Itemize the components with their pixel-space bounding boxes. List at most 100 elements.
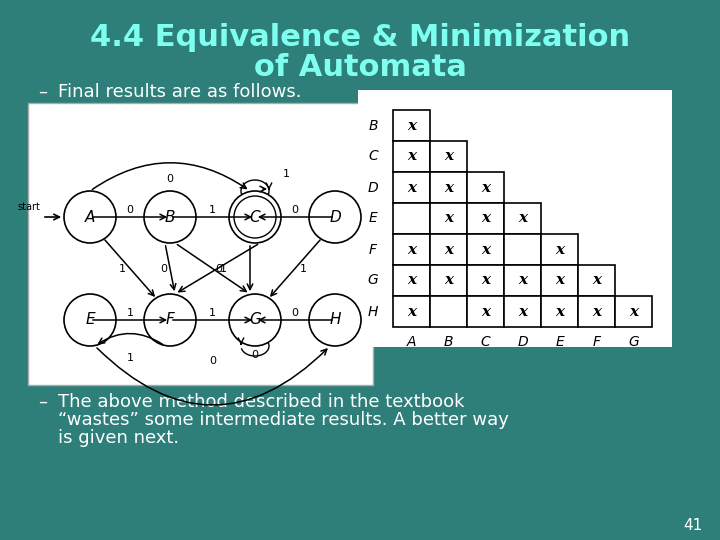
Bar xyxy=(467,296,504,327)
Text: x: x xyxy=(407,273,416,287)
Circle shape xyxy=(229,191,281,243)
Text: C: C xyxy=(250,210,261,225)
Text: 0: 0 xyxy=(292,308,299,318)
Text: –: – xyxy=(38,393,47,411)
Bar xyxy=(28,103,373,385)
Text: x: x xyxy=(555,242,564,256)
Text: B: B xyxy=(368,118,378,132)
Bar xyxy=(393,296,430,327)
Text: D: D xyxy=(368,180,378,194)
Text: 4.4 Equivalence & Minimization: 4.4 Equivalence & Minimization xyxy=(90,24,630,52)
Text: x: x xyxy=(555,305,564,319)
Text: 1: 1 xyxy=(209,308,216,318)
Text: x: x xyxy=(407,150,416,164)
Text: 0: 0 xyxy=(166,174,174,184)
Text: G: G xyxy=(368,273,379,287)
Text: E: E xyxy=(369,212,377,226)
Bar xyxy=(393,265,430,296)
Text: x: x xyxy=(444,150,453,164)
Text: x: x xyxy=(481,180,490,194)
Circle shape xyxy=(309,191,361,243)
Text: of Automata: of Automata xyxy=(253,53,467,83)
Text: D: D xyxy=(517,335,528,349)
Circle shape xyxy=(64,191,116,243)
Bar xyxy=(467,172,504,203)
Text: F: F xyxy=(369,242,377,256)
Bar xyxy=(541,296,578,327)
Text: is given next.: is given next. xyxy=(58,429,179,447)
Text: x: x xyxy=(481,242,490,256)
Bar xyxy=(578,296,615,327)
Text: 0: 0 xyxy=(161,264,168,273)
Text: E: E xyxy=(555,335,564,349)
Text: 0: 0 xyxy=(127,205,133,215)
Text: 0: 0 xyxy=(251,350,258,360)
Circle shape xyxy=(144,294,196,346)
Text: x: x xyxy=(407,242,416,256)
Text: The above method described in the textbook: The above method described in the textbo… xyxy=(58,393,464,411)
Bar xyxy=(504,296,541,327)
Text: 1: 1 xyxy=(209,205,216,215)
Text: x: x xyxy=(481,273,490,287)
Text: C: C xyxy=(481,335,490,349)
Text: x: x xyxy=(407,305,416,319)
Text: 1: 1 xyxy=(127,308,133,318)
Bar xyxy=(393,141,430,172)
Bar xyxy=(467,203,504,234)
Bar xyxy=(467,265,504,296)
Bar xyxy=(430,172,467,203)
Text: 41: 41 xyxy=(684,518,703,534)
Text: 1: 1 xyxy=(119,264,125,273)
Bar xyxy=(541,265,578,296)
Text: x: x xyxy=(407,118,416,132)
Text: x: x xyxy=(555,273,564,287)
Text: x: x xyxy=(444,242,453,256)
Text: x: x xyxy=(407,180,416,194)
Bar xyxy=(615,296,652,327)
Text: x: x xyxy=(518,305,527,319)
Text: 0: 0 xyxy=(209,356,216,366)
Text: x: x xyxy=(444,273,453,287)
Bar xyxy=(578,265,615,296)
Text: D: D xyxy=(329,210,341,225)
Text: x: x xyxy=(481,212,490,226)
Text: H: H xyxy=(368,305,378,319)
Bar xyxy=(504,234,541,265)
Text: 1: 1 xyxy=(127,353,133,363)
Bar xyxy=(430,296,467,327)
Text: 0: 0 xyxy=(292,205,299,215)
Text: A: A xyxy=(85,210,95,225)
Text: x: x xyxy=(444,212,453,226)
Bar xyxy=(358,90,672,347)
Bar xyxy=(393,172,430,203)
Circle shape xyxy=(144,191,196,243)
Bar xyxy=(393,203,430,234)
Text: F: F xyxy=(166,313,174,327)
Text: x: x xyxy=(518,212,527,226)
Text: x: x xyxy=(481,305,490,319)
Text: B: B xyxy=(165,210,175,225)
Text: x: x xyxy=(592,273,601,287)
Text: G: G xyxy=(628,335,639,349)
Circle shape xyxy=(64,294,116,346)
Text: start: start xyxy=(17,202,40,212)
Bar xyxy=(393,234,430,265)
Text: x: x xyxy=(629,305,638,319)
Circle shape xyxy=(229,294,281,346)
Text: 1: 1 xyxy=(220,264,227,273)
Text: x: x xyxy=(592,305,601,319)
Bar xyxy=(467,234,504,265)
Text: F: F xyxy=(593,335,600,349)
Text: E: E xyxy=(85,313,95,327)
Bar xyxy=(430,203,467,234)
Text: x: x xyxy=(518,273,527,287)
Text: H: H xyxy=(329,313,341,327)
Text: Final results are as follows.: Final results are as follows. xyxy=(58,83,302,101)
Bar xyxy=(393,110,430,141)
Bar xyxy=(504,265,541,296)
Bar xyxy=(430,141,467,172)
Text: A: A xyxy=(407,335,416,349)
Text: 1: 1 xyxy=(283,169,290,179)
Bar xyxy=(541,234,578,265)
Text: 0: 0 xyxy=(215,264,222,273)
